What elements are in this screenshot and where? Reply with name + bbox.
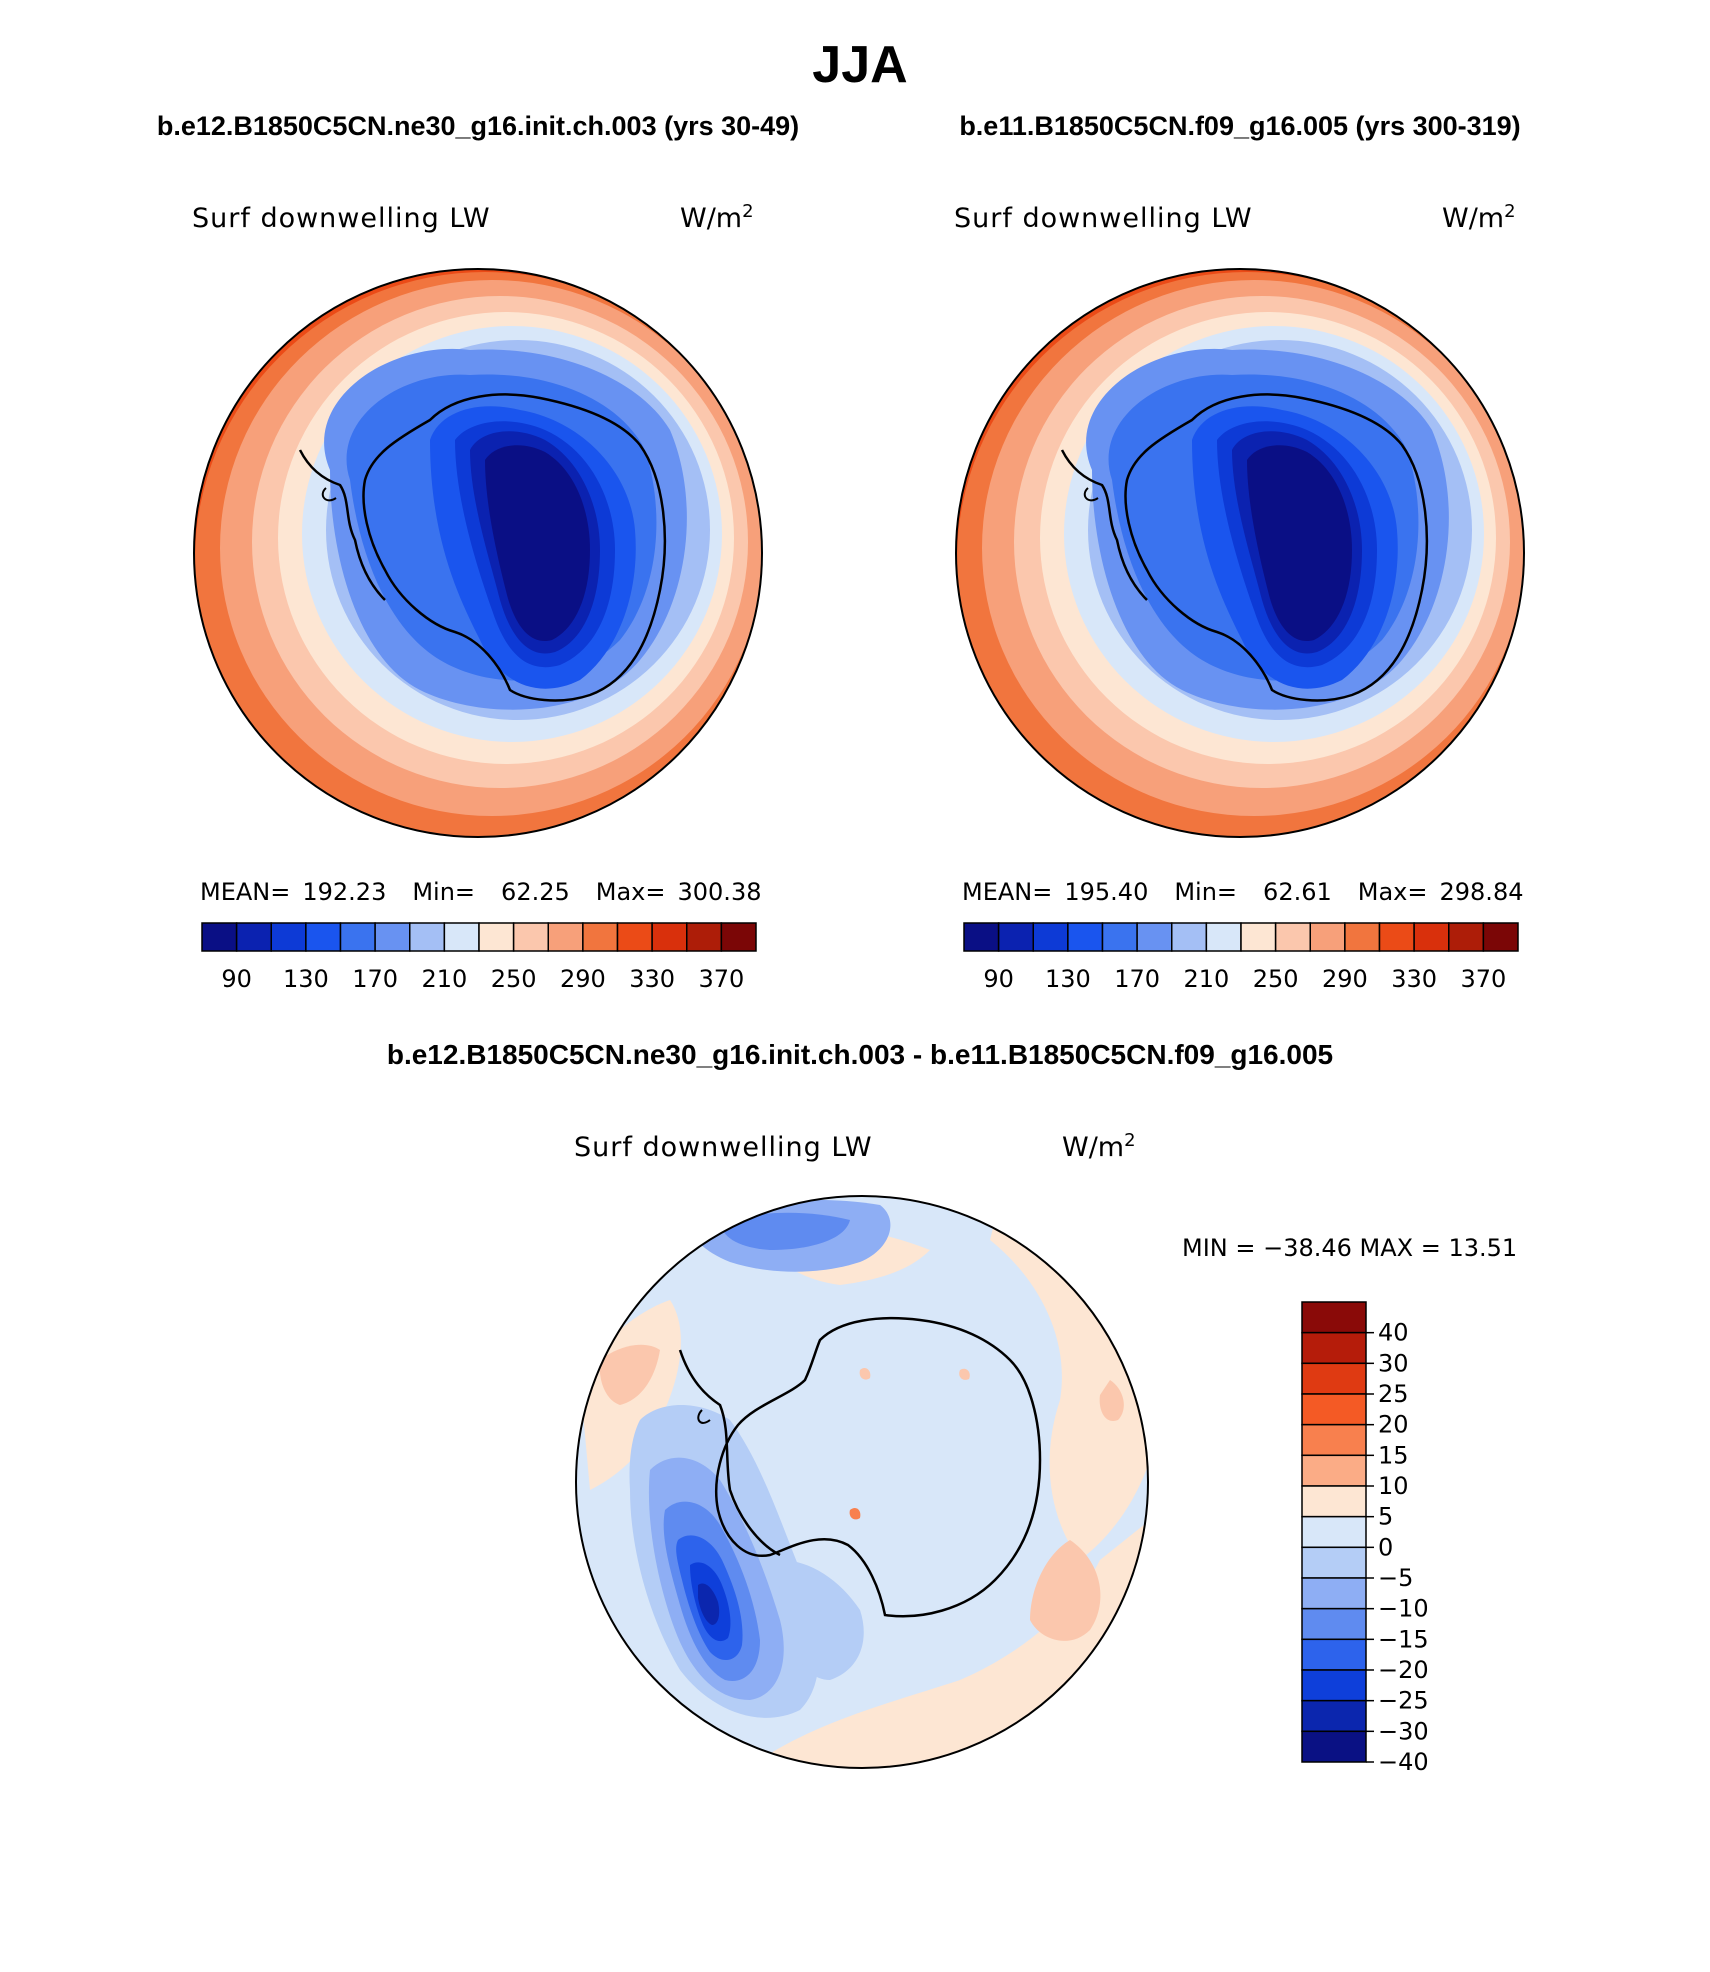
panel-2-colorbar-swatch: [1067, 922, 1104, 952]
panel-1-colorbar-swatch: [651, 922, 688, 952]
panel-1-colorbar-swatch: [686, 922, 723, 952]
panel-1-colorbar-swatch: [547, 922, 584, 952]
difference-colorbar-tick-label: −15: [1378, 1625, 1429, 1653]
panel-1-colorbar-swatch: [478, 922, 515, 952]
panel-2-colorbar: 90 130 170 210 250 290 330 370: [963, 922, 1519, 993]
panel-1-colorbar-swatch: [616, 922, 653, 952]
figure-title: JJA: [812, 36, 907, 94]
panel-2-colorbar-swatch: [1101, 922, 1138, 952]
difference-colorbar-swatch: [1301, 1546, 1367, 1579]
panel-1-colorbar-tick-label: 330: [629, 965, 675, 993]
difference-units: W/m2: [1062, 1130, 1136, 1163]
difference-colorbar-tick-label: 40: [1378, 1319, 1409, 1347]
panel-2-polar-map: [955, 268, 1525, 838]
panel-1-colorbar: 90 130 170 210 250 290 330 370: [201, 922, 757, 993]
panel-1-colorbar-swatch: [201, 922, 238, 952]
panel-2-colorbar-tick-label: 290: [1322, 965, 1368, 993]
panel-1-colorbar-swatch: [305, 922, 342, 952]
panel-1-stats: MEAN= 192.23 Min= 62.25 Max= 300.38: [200, 878, 761, 906]
panel-1-colorbar-tick-label: 370: [698, 965, 744, 993]
difference-colorbar-tick-label: 5: [1378, 1503, 1393, 1531]
difference-colorbar-tick-label: −20: [1378, 1656, 1429, 1684]
panel-2-colorbar-swatch: [1309, 922, 1346, 952]
difference-variable: Surf downwelling LW: [574, 1132, 873, 1163]
difference-colorbar-swatch: [1301, 1515, 1367, 1549]
panel-1-colorbar-swatch: [512, 922, 549, 952]
panel-1-colorbar-tick-label: 130: [283, 965, 329, 993]
panel-1-colorbar-swatch: [270, 922, 307, 952]
panel-2-colorbar-tick-label: 250: [1253, 965, 1299, 993]
panel-2-colorbar-tick-label: 210: [1183, 965, 1229, 993]
panel-2-variable: Surf downwelling LW: [954, 203, 1253, 234]
panel-2-colorbar-swatch: [963, 922, 1000, 952]
panel-1-colorbar-tick-label: 170: [352, 965, 398, 993]
difference-colorbar-swatch: [1301, 1607, 1367, 1641]
difference-colorbar-tick-label: −10: [1378, 1595, 1429, 1623]
difference-polar-map: [575, 1195, 1149, 1769]
panel-1-colorbar-swatch: [582, 922, 619, 952]
difference-colorbar-swatch: [1301, 1454, 1367, 1487]
difference-colorbar-swatch: [1301, 1669, 1367, 1702]
panel-1-colorbar-swatch: [374, 922, 411, 952]
panel-2-colorbar-swatch: [1240, 922, 1277, 952]
difference-colorbar-tick-label: 20: [1378, 1411, 1409, 1439]
panel-2-colorbar-swatch: [1344, 922, 1381, 952]
difference-colorbar-swatch: [1301, 1699, 1367, 1733]
difference-colorbar-tick-label: −40: [1378, 1748, 1429, 1776]
panel-2-case-title: b.e11.B1850C5CN.f09_g16.005 (yrs 300-319…: [959, 111, 1520, 141]
panel-1-colorbar-swatch: [720, 922, 757, 952]
difference-colorbar-tick-label: 30: [1378, 1349, 1409, 1377]
difference-colorbar-tick-label: 0: [1378, 1533, 1393, 1561]
panel-2-units: W/m2: [1442, 201, 1516, 234]
difference-colorbar-tick-label: −5: [1378, 1564, 1413, 1592]
panel-2-colorbar-swatch: [1448, 922, 1485, 952]
panel-1-units: W/m2: [680, 201, 754, 234]
difference-colorbar-tick-label: 25: [1378, 1380, 1409, 1408]
panel-1-polar-map: [193, 268, 763, 838]
difference-colorbar-tick-label: −25: [1378, 1687, 1429, 1715]
difference-colorbar-swatch: [1301, 1362, 1367, 1395]
panel-2-colorbar-swatch: [1378, 922, 1415, 952]
difference-colorbar-tick-label: 15: [1378, 1441, 1409, 1469]
panel-2-colorbar-tick-label: 130: [1045, 965, 1091, 993]
panel-1-colorbar-tick-label: 290: [560, 965, 606, 993]
panel-1-colorbar-swatch: [409, 922, 446, 952]
panel-1-colorbar-tick-label: 250: [491, 965, 537, 993]
difference-colorbar-tick-label: −30: [1378, 1717, 1429, 1745]
panel-2-colorbar-tick-label: 170: [1114, 965, 1160, 993]
panel-2-colorbar-swatch: [1136, 922, 1173, 952]
panel-1-colorbar-swatch: [235, 922, 272, 952]
panel-2-colorbar-swatch: [1032, 922, 1069, 952]
difference-colorbar-swatch: [1301, 1331, 1367, 1365]
panel-2-colorbar-tick-label: 330: [1391, 965, 1437, 993]
panel-2-colorbar-swatch: [1274, 922, 1311, 952]
difference-colorbar-swatch: [1301, 1638, 1367, 1671]
difference-colorbar-swatch: [1301, 1393, 1367, 1426]
panel-2-colorbar-swatch: [1205, 922, 1242, 952]
panel-1-colorbar-swatch: [443, 922, 480, 952]
panel-2-colorbar-swatch: [997, 922, 1034, 952]
panel-2-colorbar-tick-label: 90: [983, 965, 1014, 993]
difference-title: b.e12.B1850C5CN.ne30_g16.init.ch.003 - b…: [387, 1039, 1333, 1070]
difference-colorbar-swatch: [1301, 1485, 1367, 1518]
difference-colorbar-swatch: [1301, 1301, 1367, 1334]
difference-colorbar-swatch: [1301, 1577, 1367, 1610]
difference-colorbar-tick-label: 10: [1378, 1472, 1409, 1500]
panel-1-colorbar-swatch: [339, 922, 376, 952]
panel-2-stats: MEAN= 195.40 Min= 62.61 Max= 298.84: [962, 878, 1523, 906]
difference-colorbar-swatch: [1301, 1423, 1367, 1457]
panel-2-colorbar-swatch: [1171, 922, 1208, 952]
panel-1-case-title: b.e12.B1850C5CN.ne30_g16.init.ch.003 (yr…: [157, 111, 799, 141]
difference-colorbar-swatch: [1301, 1730, 1367, 1763]
panel-1-colorbar-tick-label: 90: [221, 965, 252, 993]
panel-2-colorbar-swatch: [1413, 922, 1450, 952]
difference-min-max: MIN = −38.46 MAX = 13.51: [1182, 1234, 1517, 1262]
panel-2-colorbar-tick-label: 370: [1460, 965, 1506, 993]
panel-1-variable: Surf downwelling LW: [192, 203, 491, 234]
panel-1-colorbar-tick-label: 210: [421, 965, 467, 993]
panel-2-colorbar-swatch: [1482, 922, 1519, 952]
